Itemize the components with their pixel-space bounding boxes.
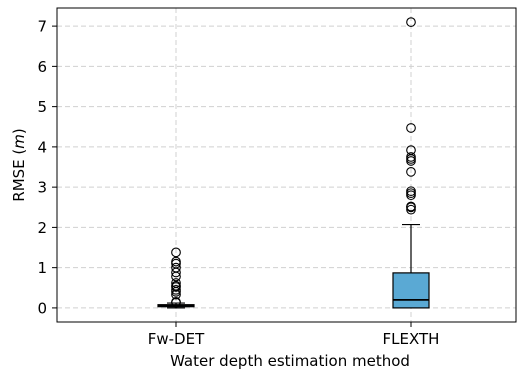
boxes [157,17,430,309]
y-tick-label: 5 [37,98,47,116]
outlier-point [406,17,416,27]
outlier-point [171,256,181,267]
y-tick-label: 0 [37,299,47,317]
outlier-point [171,262,181,273]
y-tick-label: 4 [37,138,47,156]
outlier-point [406,152,416,162]
x-tick-label: FLEXTH [383,330,440,348]
outlier-point [171,297,181,307]
outlier-point [406,201,416,212]
grid-lines [57,8,516,322]
outlier-point [171,278,181,288]
outlier-point [171,280,181,291]
axis-ticks: 0 1 2 3 4 5 6 7 Fw-DET FLEXTH [37,18,439,348]
y-tick-label: 6 [37,58,47,76]
y-tick-label: 3 [37,179,47,197]
iqr-box [392,272,430,309]
x-tick-label: Fw-DET [148,330,205,348]
outlier-point [171,247,181,258]
outlier-point [406,123,416,133]
x-axis-label: Water depth estimation method [170,352,410,370]
y-axis-label: RMSE (m) [10,128,28,201]
y-tick-label: 1 [37,259,47,277]
y-tick-label: 7 [37,18,47,36]
plot-frame [56,7,517,323]
outlier-point [406,204,416,215]
outlier-point [171,284,181,295]
outlier-point [406,145,416,155]
outlier-point [406,186,416,197]
outlier-point [406,166,416,177]
y-tick-label: 2 [37,219,47,237]
